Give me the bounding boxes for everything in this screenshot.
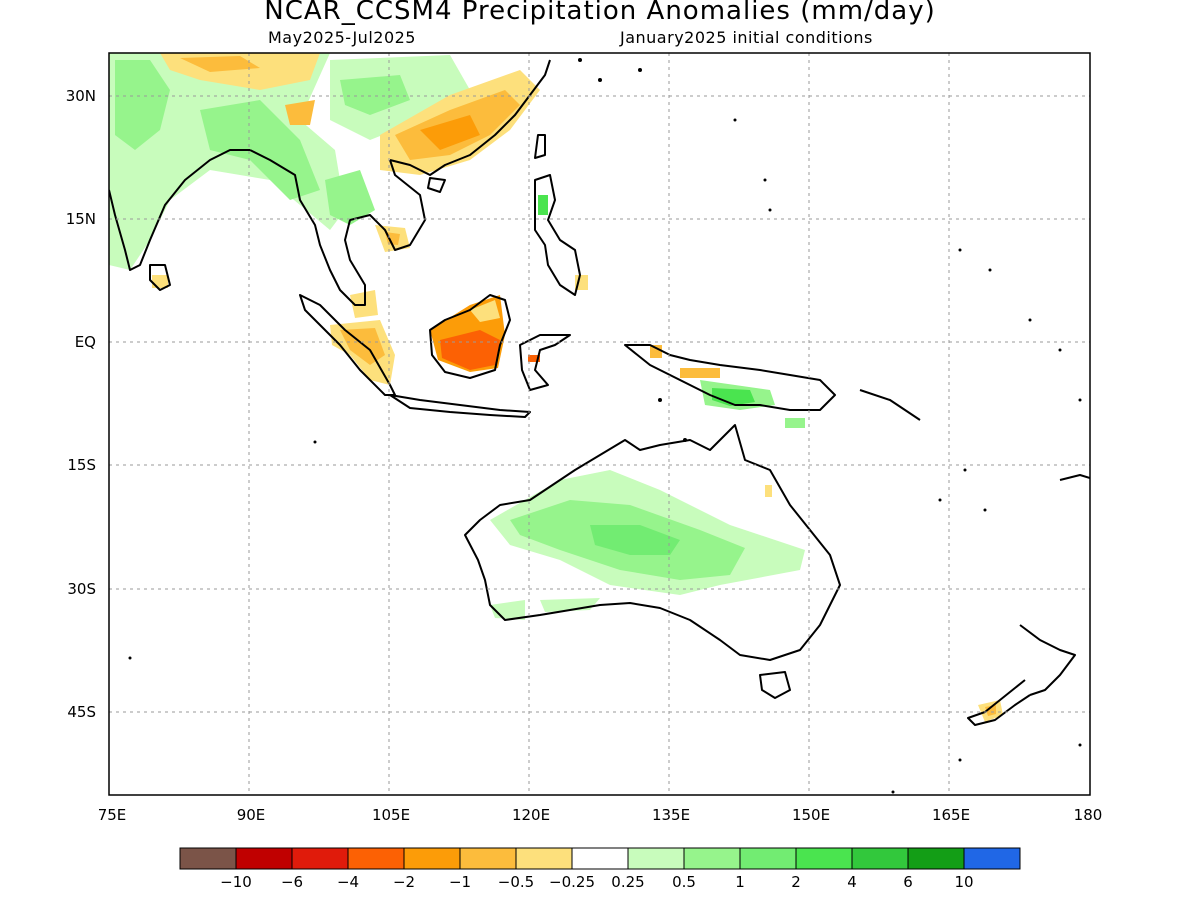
colorbar-label: 10 bbox=[954, 873, 973, 891]
colorbar-label: −2 bbox=[393, 873, 415, 891]
colorbar-swatch bbox=[291, 847, 349, 870]
lon-label: 135E bbox=[652, 806, 690, 824]
colorbar-label: −1 bbox=[449, 873, 471, 891]
colorbar-swatch bbox=[963, 847, 1021, 870]
colorbar-swatch bbox=[907, 847, 965, 870]
map-frame bbox=[108, 52, 1091, 796]
colorbar-swatch bbox=[235, 847, 293, 870]
colorbar-swatch bbox=[179, 847, 237, 870]
colorbar-label: 0.5 bbox=[672, 873, 696, 891]
subtitle-init: January2025 initial conditions bbox=[620, 28, 873, 47]
colorbar-label: 1 bbox=[735, 873, 745, 891]
lat-label: EQ bbox=[75, 333, 96, 351]
lon-label: 180 bbox=[1074, 806, 1103, 824]
colorbar-swatch bbox=[571, 847, 629, 870]
lat-label: 30N bbox=[66, 87, 96, 105]
colorbar-swatch bbox=[403, 847, 461, 870]
colorbar-swatch bbox=[851, 847, 909, 870]
lon-label: 90E bbox=[237, 806, 266, 824]
colorbar-label: −6 bbox=[281, 873, 303, 891]
colorbar-label: −10 bbox=[220, 873, 252, 891]
colorbar-label: 2 bbox=[791, 873, 801, 891]
lon-label: 105E bbox=[372, 806, 410, 824]
colorbar-swatch bbox=[347, 847, 405, 870]
lat-label: 30S bbox=[67, 580, 96, 598]
colorbar-swatch bbox=[627, 847, 685, 870]
colorbar-label: 6 bbox=[903, 873, 913, 891]
colorbar-label: 0.25 bbox=[611, 873, 644, 891]
colorbar-swatch bbox=[795, 847, 853, 870]
colorbar-label: −0.25 bbox=[549, 873, 595, 891]
lon-label: 165E bbox=[932, 806, 970, 824]
lat-label: 15N bbox=[66, 210, 96, 228]
lon-label: 75E bbox=[98, 806, 127, 824]
lat-label: 15S bbox=[67, 456, 96, 474]
chart-title: NCAR_CCSM4 Precipitation Anomalies (mm/d… bbox=[264, 0, 936, 26]
lon-label: 150E bbox=[792, 806, 830, 824]
lat-label: 45S bbox=[67, 703, 96, 721]
lon-label: 120E bbox=[512, 806, 550, 824]
colorbar-swatch bbox=[739, 847, 797, 870]
colorbar-swatch bbox=[515, 847, 573, 870]
colorbar-swatch bbox=[683, 847, 741, 870]
colorbar-label: −4 bbox=[337, 873, 359, 891]
subtitle-period: May2025-Jul2025 bbox=[268, 28, 416, 47]
colorbar-swatch bbox=[459, 847, 517, 870]
india-wet-core bbox=[115, 60, 170, 150]
colorbar: −10 −6 −4 −2 −1 −0.5 −0.25 0.25 0.5 1 2 4 6 10 bbox=[179, 847, 1021, 891]
colorbar-label: −0.5 bbox=[498, 873, 534, 891]
colorbar-label: 4 bbox=[847, 873, 857, 891]
